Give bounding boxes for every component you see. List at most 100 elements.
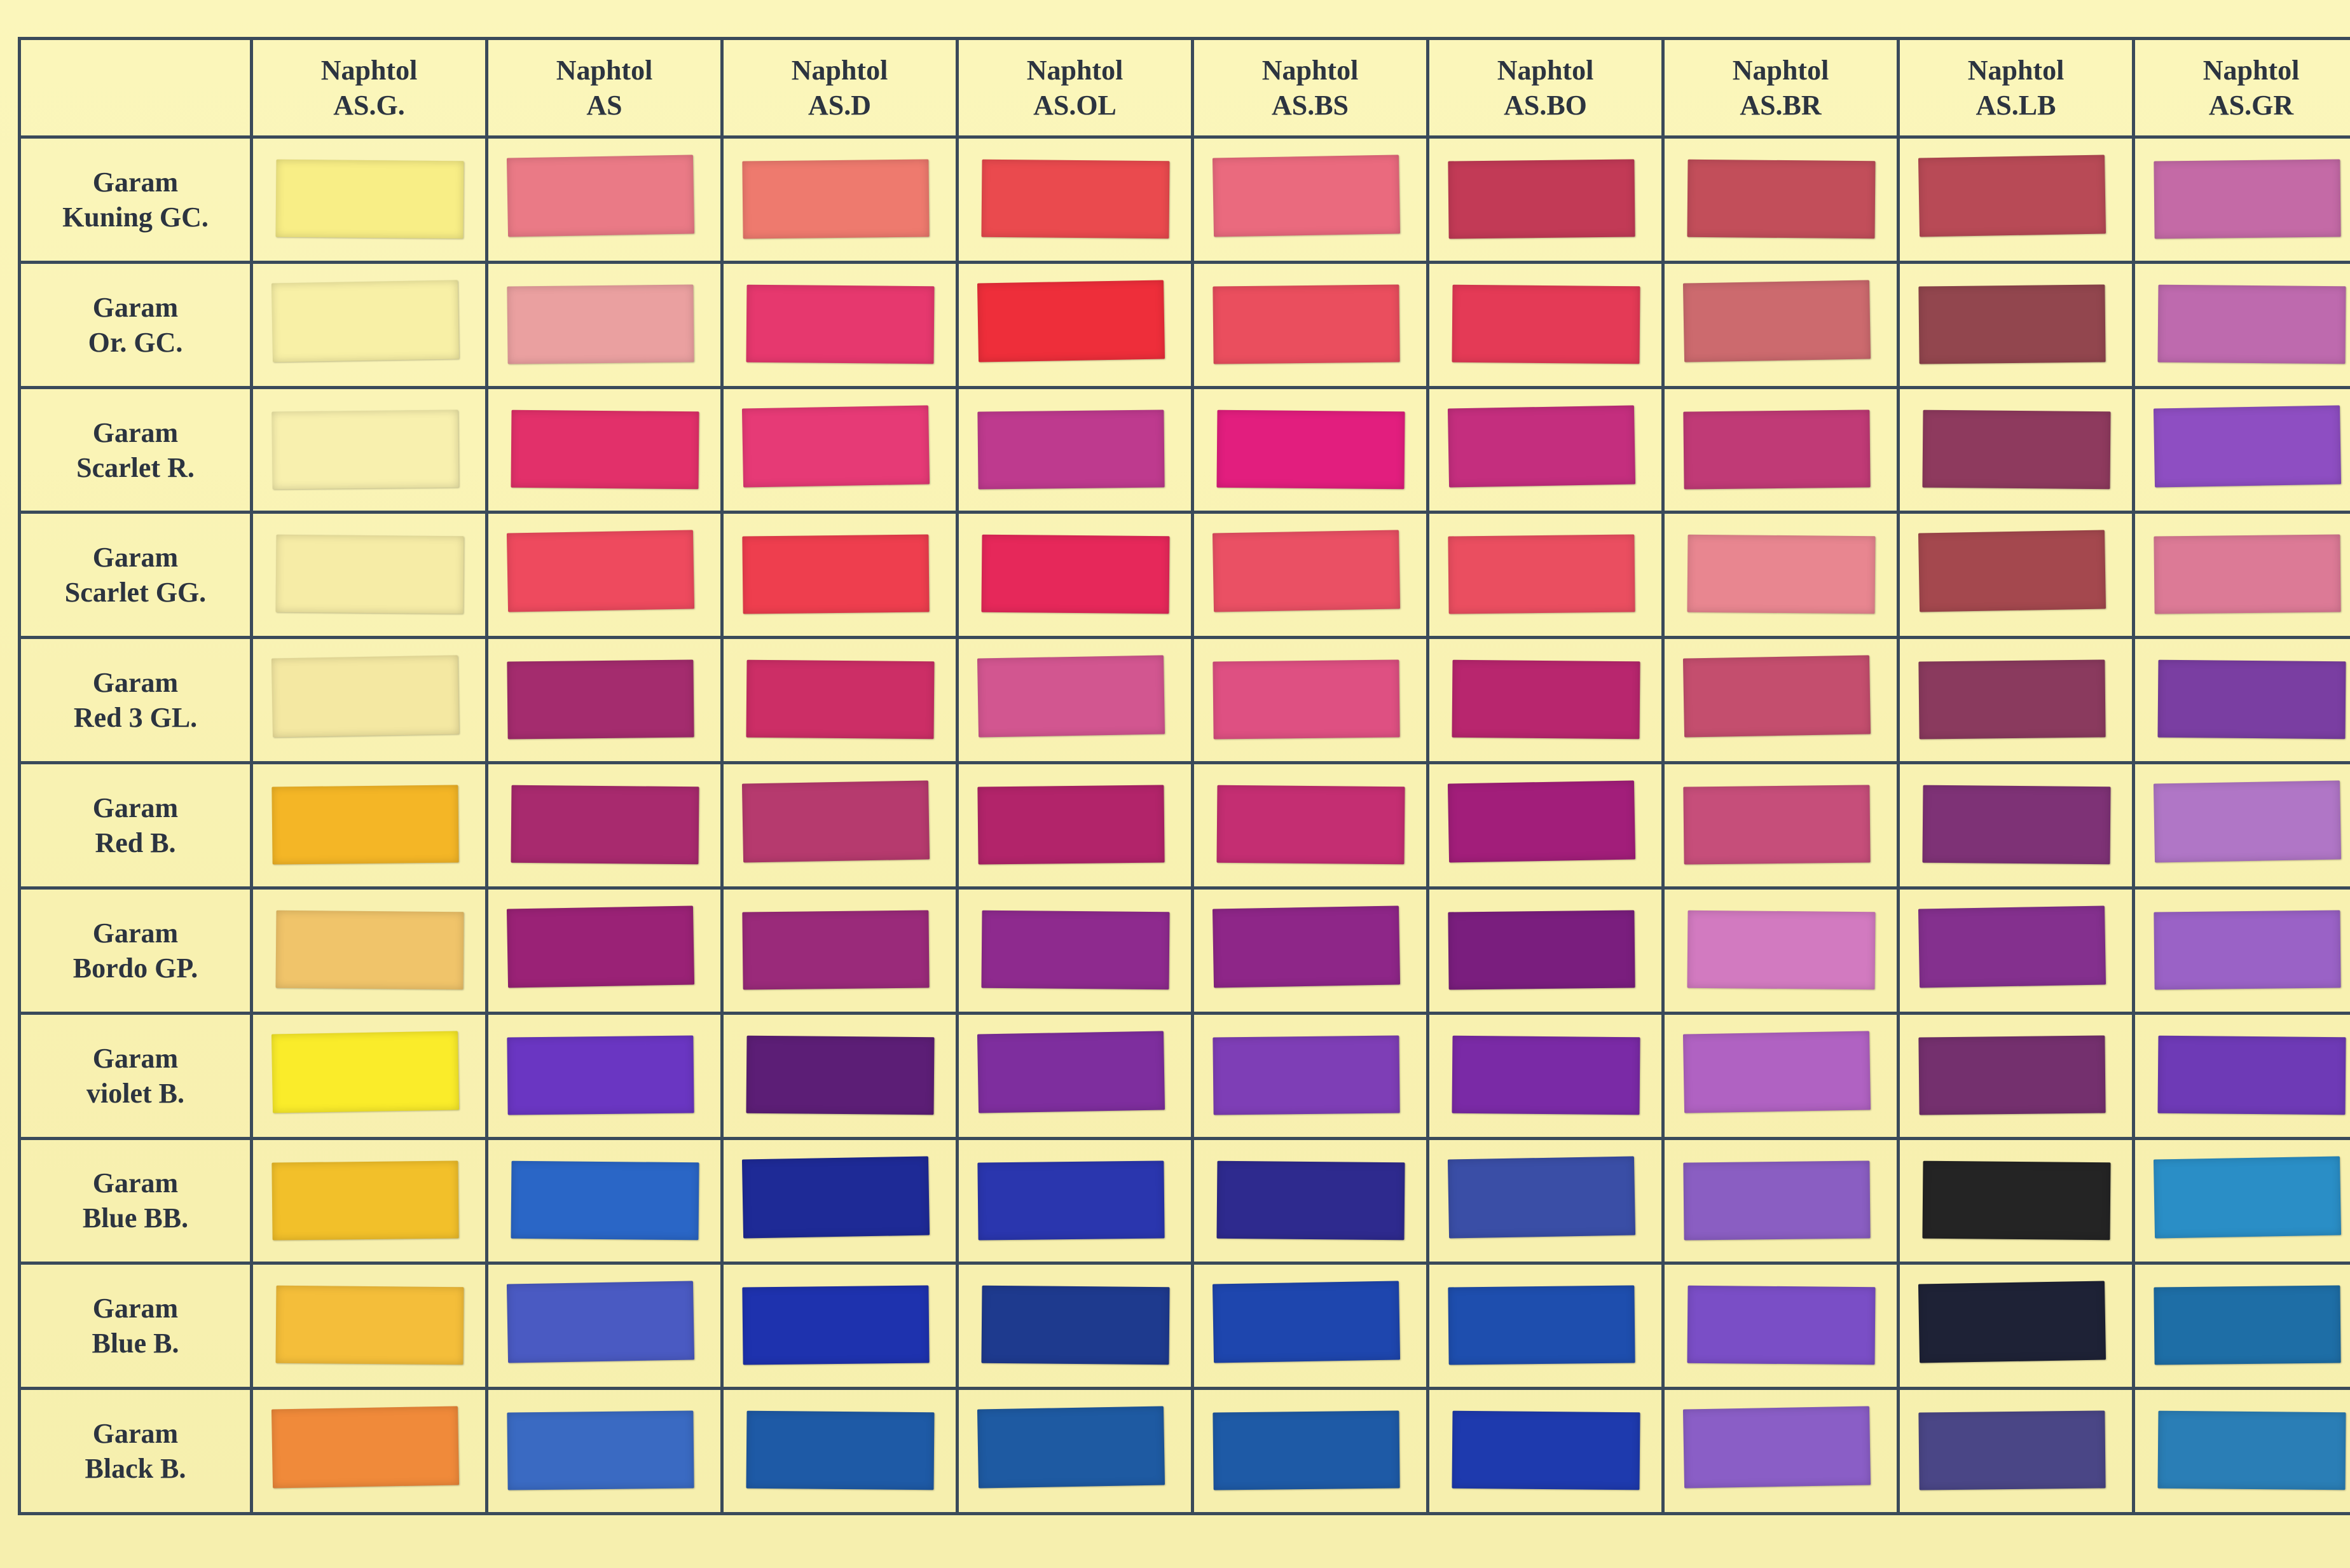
row-header: Garam Black B. <box>18 1387 253 1515</box>
column-header: Naphtol AS.OL <box>956 37 1194 139</box>
swatch-cell <box>1661 135 1900 264</box>
fabric-swatch <box>1683 785 1871 865</box>
fabric-swatch <box>2154 1285 2341 1365</box>
swatch-cell <box>720 1011 959 1140</box>
fabric-swatch <box>742 910 930 990</box>
swatch-cell <box>485 761 724 890</box>
row-header-label: Garam Red B. <box>92 792 179 858</box>
swatch-cell <box>1661 260 1900 389</box>
fabric-swatch <box>271 1160 459 1240</box>
swatch-cell <box>250 385 488 514</box>
fabric-swatch <box>1682 280 1871 362</box>
swatch-cell <box>1897 385 2135 514</box>
fabric-swatch <box>1682 655 1871 738</box>
swatch-cell <box>1897 761 2135 890</box>
swatch-cell <box>250 1262 488 1391</box>
fabric-swatch <box>977 1406 1165 1489</box>
fabric-swatch <box>271 655 460 738</box>
row-header-label: Garam violet B. <box>86 1042 184 1109</box>
fabric-swatch <box>1918 530 2106 612</box>
table-row: Garam Kuning GC. <box>18 135 2350 264</box>
swatch-cell <box>1191 1011 1429 1140</box>
swatch-cell <box>485 385 724 514</box>
swatch-cell <box>1426 636 1665 765</box>
swatch-cell <box>1661 1387 1900 1515</box>
fabric-swatch <box>506 905 695 988</box>
swatch-cell <box>1661 511 1900 640</box>
fabric-swatch <box>741 780 930 863</box>
fabric-swatch <box>1918 155 2106 237</box>
swatch-cell <box>956 135 1194 264</box>
fabric-swatch <box>1452 1410 1640 1490</box>
table-row: Garam Scarlet R. <box>18 385 2350 514</box>
swatch-cell <box>2132 636 2350 765</box>
row-header: Garam Blue BB. <box>18 1136 253 1265</box>
row-header-label: Garam Kuning GC. <box>62 166 209 233</box>
swatch-cell <box>1191 511 1429 640</box>
swatch-cell <box>956 511 1194 640</box>
fabric-swatch <box>2153 405 2342 487</box>
swatch-cell <box>485 511 724 640</box>
fabric-swatch <box>1213 1410 1400 1490</box>
swatch-cell <box>1426 1011 1665 1140</box>
fabric-swatch <box>1448 159 1635 239</box>
swatch-cell <box>1191 260 1429 389</box>
fabric-swatch <box>511 785 699 865</box>
fabric-swatch <box>2153 780 2342 863</box>
fabric-swatch <box>977 655 1165 738</box>
fabric-swatch <box>1448 910 1635 990</box>
swatch-cell <box>720 1387 959 1515</box>
fabric-swatch <box>1447 1155 1636 1238</box>
column-header-label: Naphtol AS.BR <box>1732 55 1829 121</box>
row-header: Garam violet B. <box>18 1011 253 1140</box>
fabric-swatch <box>507 1410 694 1490</box>
column-header: Naphtol AS.GR <box>2132 37 2350 139</box>
table-row: Garam Blue B. <box>18 1262 2350 1391</box>
fabric-swatch <box>275 910 464 989</box>
swatch-cell <box>1426 260 1665 389</box>
swatch-cell <box>1661 886 1900 1015</box>
fabric-swatch <box>506 530 695 612</box>
corner-cell <box>18 37 253 139</box>
swatch-cell <box>250 761 488 890</box>
fabric-swatch <box>1683 409 1871 489</box>
fabric-swatch <box>2153 1155 2342 1238</box>
fabric-swatch <box>1216 785 1405 865</box>
fabric-swatch <box>741 1155 930 1238</box>
swatch-cell <box>956 1011 1194 1140</box>
swatch-cell <box>1661 1011 1900 1140</box>
swatch-cell <box>1191 1387 1429 1515</box>
row-header-label: Garam Red 3 GL. <box>73 667 198 734</box>
swatch-cell <box>485 1262 724 1391</box>
header-row: Naphtol AS.G. Naphtol AS Naphtol AS.D Napht… <box>18 37 2350 139</box>
row-header-label: Garam Black B. <box>85 1418 186 1485</box>
fabric-swatch <box>1216 409 1405 489</box>
swatch-cell <box>250 636 488 765</box>
swatch-cell <box>485 1387 724 1515</box>
swatch-cell <box>1191 886 1429 1015</box>
fabric-swatch <box>742 1285 930 1365</box>
swatch-cell <box>2132 1262 2350 1391</box>
fabric-swatch <box>1922 409 2111 489</box>
fabric-swatch <box>981 910 1170 989</box>
swatch-cell <box>1426 1387 1665 1515</box>
swatch-cell <box>956 761 1194 890</box>
fabric-swatch <box>977 280 1165 362</box>
column-header: Naphtol AS <box>485 37 724 139</box>
fabric-swatch <box>746 284 935 364</box>
swatch-cell <box>2132 761 2350 890</box>
swatch-cell <box>485 260 724 389</box>
column-header: Naphtol AS.BO <box>1426 37 1665 139</box>
fabric-swatch <box>1687 159 1876 239</box>
column-header: Naphtol AS.LB <box>1897 37 2135 139</box>
swatch-cell <box>1661 636 1900 765</box>
fabric-swatch <box>981 1286 1170 1365</box>
fabric-swatch <box>1213 1035 1400 1115</box>
swatch-cell <box>250 1387 488 1515</box>
row-header: Garam Scarlet R. <box>18 385 253 514</box>
swatch-cell <box>1897 1262 2135 1391</box>
swatch-cell <box>1426 135 1665 264</box>
fabric-swatch <box>1447 780 1636 863</box>
swatch-cell <box>956 636 1194 765</box>
